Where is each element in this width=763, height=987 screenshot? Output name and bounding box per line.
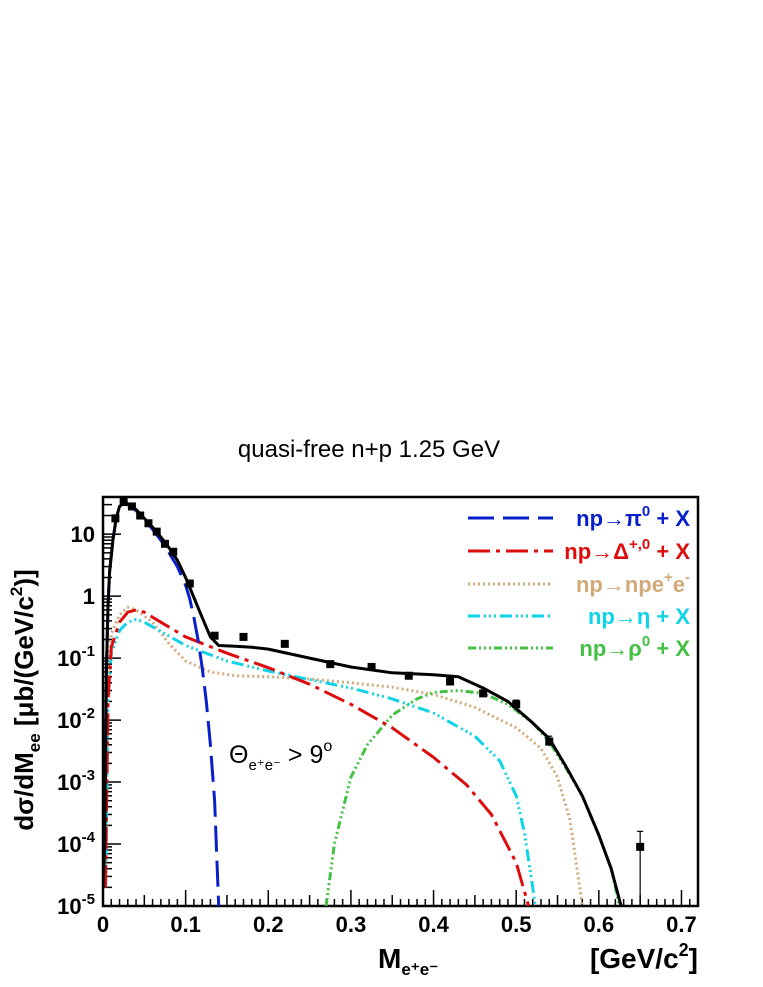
legend-label-delta: np→Δ+,0 + X bbox=[564, 536, 690, 564]
data-point bbox=[111, 514, 120, 523]
series-line-pi0 bbox=[103, 501, 221, 906]
x-tick-label: 0.5 bbox=[501, 912, 532, 937]
curves-group bbox=[103, 501, 623, 906]
y-tick-label: 10-5 bbox=[57, 891, 95, 919]
data-point bbox=[446, 677, 455, 686]
series-line-total bbox=[103, 501, 623, 906]
data-point bbox=[152, 527, 161, 536]
series-line-rho bbox=[324, 689, 621, 906]
data-point bbox=[636, 842, 645, 851]
cut-annotation: Θe⁺e⁻ > 9o bbox=[229, 738, 332, 774]
data-point bbox=[280, 639, 289, 648]
y-axis-label: dσ/dMee [μb/(GeV/c2)] bbox=[7, 569, 44, 830]
data-point bbox=[144, 519, 153, 528]
x-tick-label: 0.6 bbox=[584, 912, 615, 937]
legend-label-eta: np→η + X bbox=[588, 604, 690, 629]
y-tick-label: 1 bbox=[83, 584, 95, 609]
x-axis-label: Me⁺e⁻ bbox=[378, 943, 438, 979]
x-tick-label: 0.3 bbox=[336, 912, 367, 937]
data-point bbox=[119, 498, 128, 507]
x-tick-label: 0.7 bbox=[666, 912, 697, 937]
data-point bbox=[512, 700, 521, 709]
y-tick-label: 10-4 bbox=[57, 829, 95, 857]
x-tick-label: 0 bbox=[97, 912, 109, 937]
series-line-delta bbox=[104, 608, 531, 906]
data-point bbox=[136, 511, 145, 520]
plot-area: 0 0.1 0.2 0.3 0.4 0.5 0.6 0.7 10 1 10-1 10-2 10-3 10-… bbox=[7, 495, 700, 979]
y-tick-label: 10 bbox=[71, 522, 95, 547]
data-point bbox=[404, 671, 413, 680]
data-point bbox=[169, 547, 178, 556]
series-line-brems bbox=[104, 605, 584, 906]
x-tick-label: 0.1 bbox=[170, 912, 201, 937]
chart-title: quasi-free n+p 1.25 GeV bbox=[238, 436, 500, 463]
data-point bbox=[239, 632, 248, 641]
x-axis-unit: [GeV/c2] bbox=[590, 940, 698, 974]
y-tick-label: 10-1 bbox=[57, 643, 95, 671]
x-tick-label: 0.2 bbox=[253, 912, 284, 937]
data-point bbox=[326, 660, 335, 669]
legend-label-pi0: np→π0 + X bbox=[576, 503, 690, 531]
data-point bbox=[160, 539, 169, 548]
x-tick-label: 0.4 bbox=[418, 912, 449, 937]
data-point bbox=[185, 579, 194, 588]
y-tick-label: 10-2 bbox=[57, 705, 95, 733]
data-point bbox=[479, 689, 488, 698]
series-line-eta bbox=[104, 618, 537, 906]
y-tick-label: 10-3 bbox=[57, 767, 95, 795]
data-point bbox=[367, 662, 376, 671]
legend-label-brems: np→npe+e- bbox=[576, 569, 690, 597]
legend-label-rho: np→ρ0 + X bbox=[579, 633, 690, 661]
data-point bbox=[545, 737, 554, 746]
data-point bbox=[210, 631, 219, 640]
data-point bbox=[127, 502, 136, 511]
